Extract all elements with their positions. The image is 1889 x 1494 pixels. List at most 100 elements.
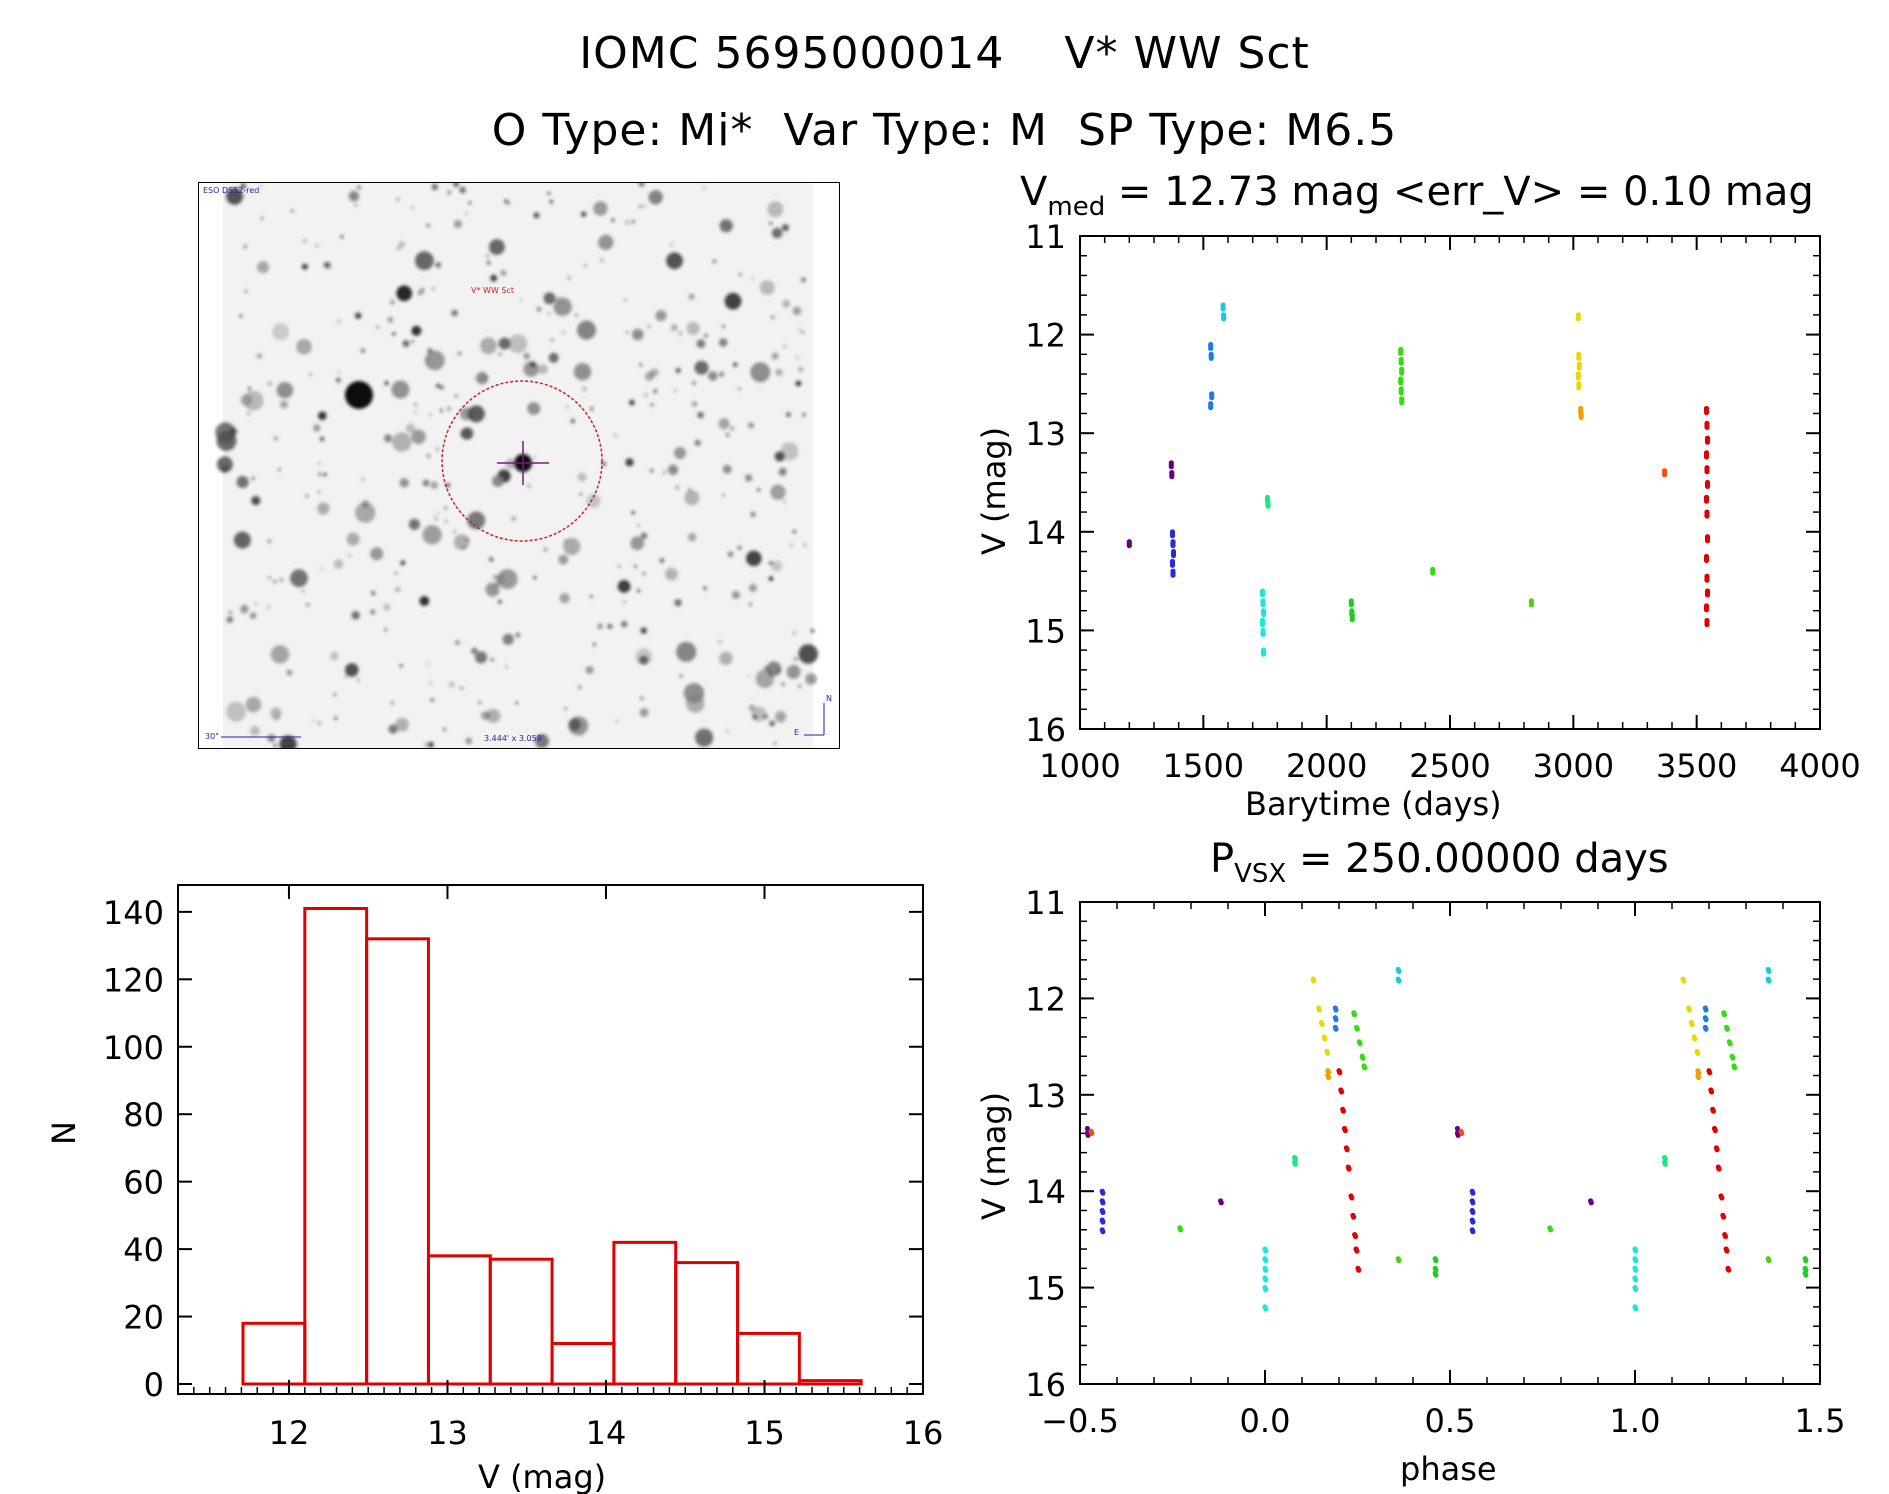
- data-point: [1765, 966, 1771, 973]
- data-point: [1711, 1125, 1718, 1132]
- finder-star: [277, 467, 282, 472]
- finder-star: [611, 218, 615, 222]
- finder-star: [504, 199, 508, 203]
- data-point: [1680, 976, 1686, 982]
- finder-star: [625, 458, 634, 467]
- data-point: [1724, 1024, 1730, 1030]
- finder-star: [430, 481, 438, 489]
- data-point: [1316, 1007, 1322, 1013]
- data-point: [1332, 1015, 1338, 1021]
- histogram-bar: [674, 1261, 740, 1386]
- finder-star: [771, 227, 783, 239]
- data-point: [1084, 1130, 1090, 1136]
- data-point: [1332, 1005, 1338, 1011]
- finder-star: [498, 352, 502, 356]
- data-point: [1432, 1265, 1438, 1271]
- finder-star: [575, 313, 579, 317]
- data-point: [1455, 1127, 1461, 1134]
- data-point: [1704, 435, 1711, 441]
- finder-star: [254, 602, 258, 606]
- data-point: [1704, 513, 1710, 519]
- data-point: [1727, 1041, 1733, 1047]
- finder-star: [447, 190, 451, 195]
- finder-star: [286, 669, 293, 676]
- finder-star: [249, 612, 257, 619]
- data-point: [1395, 976, 1401, 982]
- data-point: [1398, 346, 1404, 352]
- data-point: [1730, 1055, 1736, 1061]
- finder-star: [538, 364, 548, 375]
- finder-star: [226, 187, 244, 205]
- finder-star: [426, 223, 430, 228]
- finder-star: [489, 239, 505, 255]
- finder-star: [694, 439, 701, 446]
- finder-star: [515, 701, 519, 705]
- x-tick-label: 1.0: [1610, 1402, 1661, 1440]
- finder-star: [748, 583, 757, 592]
- data-point: [1704, 588, 1711, 594]
- finder-star: [800, 277, 806, 283]
- finder-star: [670, 324, 678, 332]
- finder-star: [459, 186, 466, 194]
- data-point: [1220, 302, 1226, 308]
- y-tick-label: 20: [123, 1299, 164, 1337]
- finder-star: [638, 204, 642, 208]
- data-point: [1337, 1070, 1343, 1076]
- finder-star: [435, 447, 440, 452]
- data-point: [1170, 570, 1176, 576]
- light-curve-title-rest: = 12.73 mag <err_V> = 0.10 mag: [1105, 169, 1814, 215]
- data-point: [1709, 1089, 1715, 1095]
- data-point: [1704, 573, 1710, 579]
- data-point: [1311, 978, 1317, 984]
- finder-star: [731, 590, 741, 600]
- y-tick-label: 60: [123, 1164, 164, 1202]
- data-point: [1263, 1258, 1269, 1264]
- data-point: [1338, 1087, 1344, 1093]
- finder-star: [695, 728, 714, 747]
- finder-star: [266, 605, 271, 610]
- data-point: [1260, 631, 1266, 637]
- finder-star: [718, 338, 728, 347]
- finder-star: [592, 642, 597, 647]
- data-point: [1348, 600, 1354, 606]
- data-point: [1399, 370, 1405, 376]
- data-point: [1686, 1005, 1692, 1011]
- data-point: [1349, 608, 1355, 614]
- finder-star: [665, 567, 678, 581]
- finder-star: [577, 472, 587, 482]
- data-point: [1695, 1072, 1701, 1079]
- finder-star: [245, 696, 262, 713]
- finder-star: [411, 325, 422, 336]
- data-point: [1703, 496, 1710, 502]
- data-point: [1353, 1246, 1359, 1252]
- finder-star: [333, 692, 337, 697]
- data-point: [1710, 1106, 1716, 1112]
- finder-star: [727, 551, 734, 558]
- finder-star: [491, 475, 504, 487]
- finder-star: [798, 644, 818, 664]
- phased-title-sub: VSX: [1234, 859, 1286, 889]
- light-curve-xlabel: Barytime (days): [1245, 785, 1502, 823]
- finder-star: [659, 558, 665, 563]
- finder-star: [333, 559, 344, 570]
- finder-star: [793, 656, 799, 662]
- data-point: [1662, 1161, 1668, 1167]
- finder-star: [333, 716, 338, 721]
- data-point: [1802, 1270, 1808, 1276]
- data-point: [1633, 1277, 1639, 1283]
- data-point: [1458, 1128, 1464, 1134]
- data-point: [1703, 1026, 1709, 1032]
- phased-ylabel: V (mag): [975, 1092, 1013, 1220]
- finder-star: [355, 502, 376, 523]
- data-point: [1332, 1024, 1338, 1030]
- finder-star: [453, 183, 459, 188]
- finder-star: [290, 569, 308, 588]
- finder-star: [335, 377, 341, 383]
- finder-star: [737, 545, 742, 550]
- data-point: [1360, 1055, 1366, 1061]
- data-point: [1208, 355, 1214, 361]
- data-point: [1702, 1005, 1708, 1011]
- finder-star: [577, 320, 596, 340]
- finder-star: [428, 413, 432, 417]
- data-point: [1362, 1065, 1368, 1071]
